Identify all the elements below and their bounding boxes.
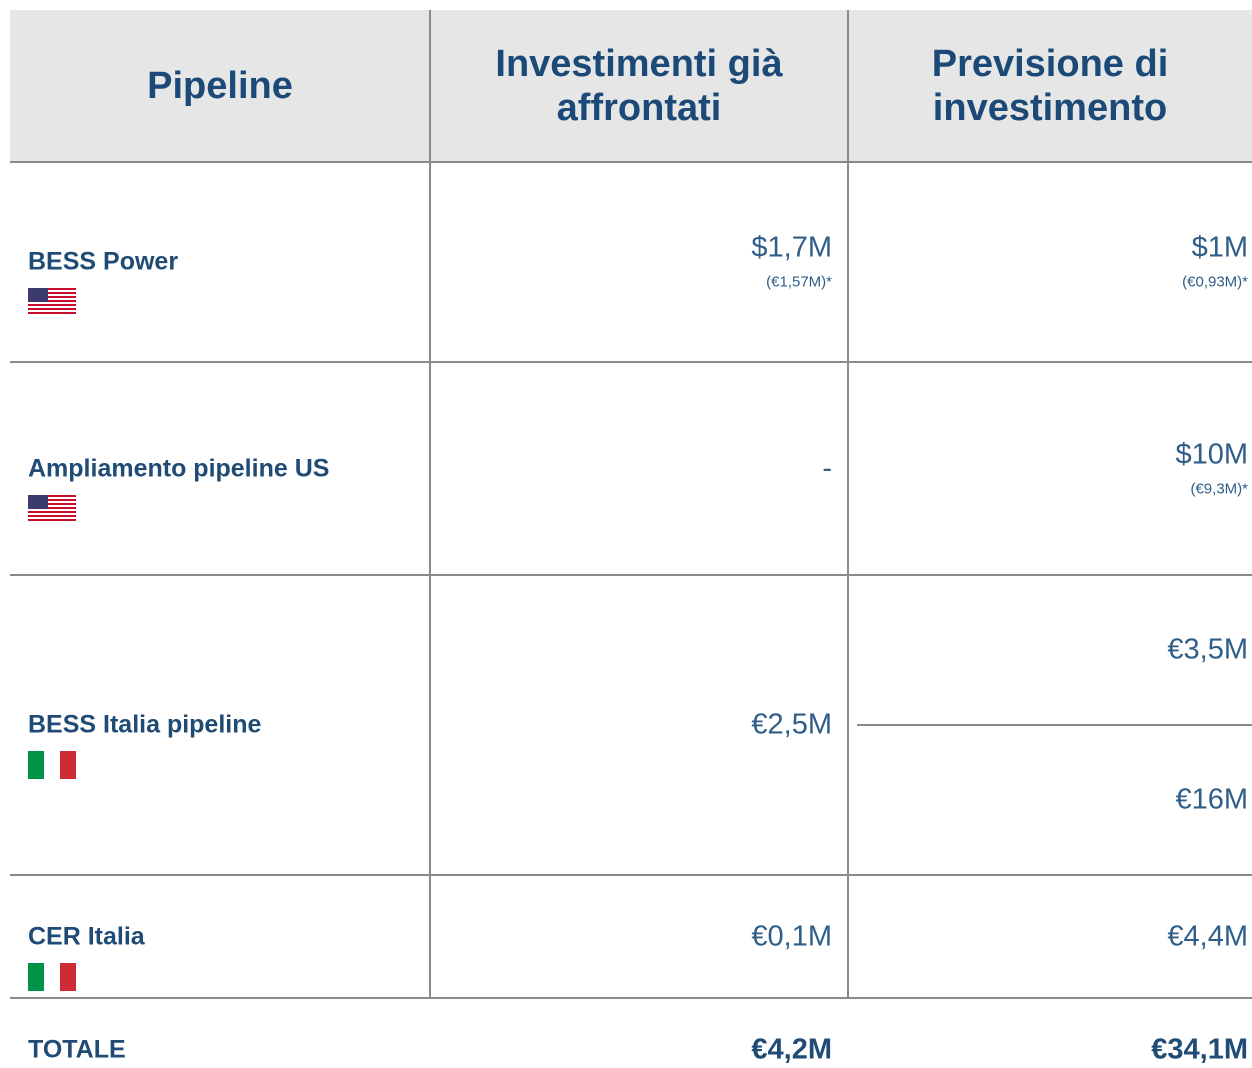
sub-line xyxy=(857,724,1252,726)
total-value: €4,2M xyxy=(751,1033,832,1066)
value: €2,5M xyxy=(751,708,832,741)
header-text: Previsione di investimento xyxy=(931,43,1169,129)
row-label: BESS Italia pipeline xyxy=(28,710,262,739)
flag xyxy=(28,751,76,779)
header-text: Pipeline xyxy=(147,65,293,107)
total-label: TOTALE xyxy=(28,1035,126,1064)
flag xyxy=(28,288,76,316)
total-value: €34,1M xyxy=(1151,1033,1248,1066)
row-label: CER Italia xyxy=(28,922,145,950)
row-label: BESS Power xyxy=(28,247,179,276)
value: €16M xyxy=(1175,783,1248,816)
col-line xyxy=(847,10,849,998)
value: $10M xyxy=(1175,438,1248,470)
value: $1M xyxy=(1191,231,1248,264)
row-line xyxy=(10,997,1252,999)
value-note: (€9,3M)* xyxy=(1190,480,1248,497)
header-cell: Pipeline xyxy=(10,10,430,162)
value: $1,7M xyxy=(751,231,832,264)
flag xyxy=(28,494,76,523)
header-cell: Previsione di investimento xyxy=(848,10,1252,162)
header-bg xyxy=(10,10,1252,162)
value: €3,5M xyxy=(1167,633,1248,666)
header-cell: Investimenti già affrontati xyxy=(430,10,848,162)
value-note: (€1,57M)* xyxy=(766,273,832,291)
value: - xyxy=(822,452,832,484)
header-text: Investimenti già affrontati xyxy=(495,43,783,129)
flag xyxy=(28,962,76,991)
value-note: (€0,93M)* xyxy=(1182,273,1248,291)
row-line xyxy=(10,161,1252,163)
col-line xyxy=(429,10,431,998)
value: €0,1M xyxy=(751,920,832,952)
value: €4,4M xyxy=(1167,920,1248,952)
row-label: Ampliamento pipeline US xyxy=(28,454,330,482)
row-line xyxy=(10,361,1252,363)
row-line xyxy=(10,574,1252,576)
row-line xyxy=(10,874,1252,876)
